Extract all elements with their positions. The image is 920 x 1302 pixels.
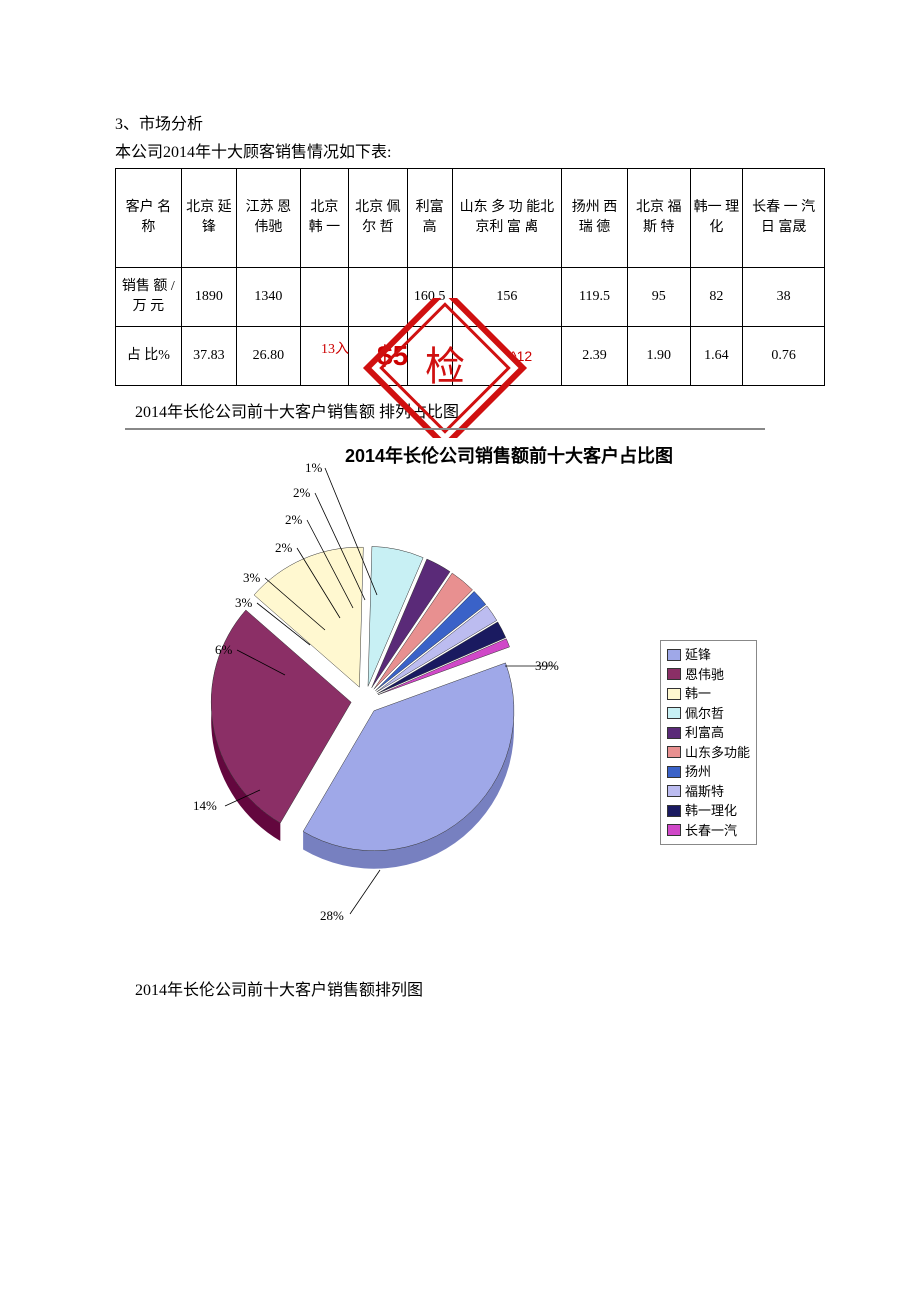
legend-swatch bbox=[667, 746, 681, 758]
legend-swatch bbox=[667, 688, 681, 700]
pie-label: 3% bbox=[235, 595, 252, 611]
legend-item: 山东多功能 bbox=[667, 743, 750, 763]
pie-chart bbox=[185, 510, 565, 935]
legend-item: 延锋 bbox=[667, 645, 750, 665]
cell-sales bbox=[300, 268, 348, 327]
intro-text: 本公司2014年十大顾客销售情况如下表: bbox=[115, 138, 820, 162]
cell-sales: 95 bbox=[627, 268, 690, 327]
table-wrapper: 客户 名 称 北京 延 锋江苏 恩 伟驰北京 韩 一北京 佩 尔 哲利富 高山东… bbox=[115, 168, 820, 386]
pie-chart-title: 2014年长伦公司销售额前十大客户占比图 bbox=[345, 442, 673, 468]
pie-label: 2% bbox=[293, 485, 310, 501]
legend-item: 韩一理化 bbox=[667, 801, 750, 821]
pie-chart-container: 2014年长伦公司销售额前十大客户占比图 39% 28% 14% 6% 3% 3% 2% 2%… bbox=[125, 428, 765, 950]
legend-item: 佩尔哲 bbox=[667, 704, 750, 724]
th-customer: 客户 名 称 bbox=[116, 169, 182, 268]
legend-label: 韩一理化 bbox=[685, 801, 737, 821]
pie-label: 3% bbox=[243, 570, 260, 586]
legend-swatch bbox=[667, 805, 681, 817]
pie-label: 14% bbox=[193, 798, 217, 814]
legend-label: 延锋 bbox=[685, 645, 711, 665]
pie-label: 2% bbox=[275, 540, 292, 556]
overlay-13: 13入 bbox=[321, 338, 349, 358]
cell-customer: 长春 一 汽 日 富晟 bbox=[743, 169, 825, 268]
cell-customer: 北京 延 锋 bbox=[181, 169, 236, 268]
legend-label: 长春一汽 bbox=[685, 821, 737, 841]
legend-swatch bbox=[667, 707, 681, 719]
legend-swatch bbox=[667, 668, 681, 680]
cell-percent: 37.83 bbox=[181, 327, 236, 386]
cell-customer: 江苏 恩 伟驰 bbox=[237, 169, 301, 268]
legend-label: 韩一 bbox=[685, 684, 711, 704]
legend-swatch bbox=[667, 785, 681, 797]
chart-legend: 延锋恩伟驰韩一佩尔哲利富高山东多功能扬州福斯特韩一理化长春一汽 bbox=[660, 640, 757, 845]
legend-item: 扬州 bbox=[667, 762, 750, 782]
chart-caption-2: 2014年长伦公司前十大客户销售额排列图 bbox=[135, 976, 820, 1000]
pie-label: 28% bbox=[320, 908, 344, 924]
cell-sales: 119.5 bbox=[562, 268, 628, 327]
cell-percent: 2.39 bbox=[562, 327, 628, 386]
th-percent: 占 比% bbox=[116, 327, 182, 386]
cell-customer: 利富 高 bbox=[407, 169, 452, 268]
cell-customer: 扬州 西 瑞 德 bbox=[562, 169, 628, 268]
legend-label: 扬州 bbox=[685, 762, 711, 782]
document-page: 3、市场分析 本公司2014年十大顾客销售情况如下表: 客户 名 称 北京 延 … bbox=[0, 0, 920, 1040]
legend-swatch bbox=[667, 727, 681, 739]
pie-label: 39% bbox=[535, 658, 559, 674]
pie-label: 2% bbox=[285, 512, 302, 528]
svg-text:检: 检 bbox=[425, 344, 465, 389]
cell-percent: 26.80 bbox=[237, 327, 301, 386]
legend-label: 福斯特 bbox=[685, 782, 724, 802]
cell-customer: 山东 多 功 能北 京利 富 禼 bbox=[452, 169, 562, 268]
red-stamp-icon: 检 bbox=[355, 298, 535, 438]
cell-sales: 1340 bbox=[237, 268, 301, 327]
legend-item: 韩一 bbox=[667, 684, 750, 704]
legend-swatch bbox=[667, 824, 681, 836]
pie-label: 1% bbox=[305, 460, 322, 476]
cell-percent: 1.90 bbox=[627, 327, 690, 386]
cell-percent: 0.76 bbox=[743, 327, 825, 386]
cell-customer: 北京 佩 尔 哲 bbox=[348, 169, 407, 268]
cell-customer: 北京 韩 一 bbox=[300, 169, 348, 268]
legend-label: 利富高 bbox=[685, 723, 724, 743]
legend-item: 长春一汽 bbox=[667, 821, 750, 841]
legend-label: 恩伟驰 bbox=[685, 665, 724, 685]
cell-sales: 1890 bbox=[181, 268, 236, 327]
legend-item: 福斯特 bbox=[667, 782, 750, 802]
legend-swatch bbox=[667, 649, 681, 661]
cell-customer: 北京 福 斯 特 bbox=[627, 169, 690, 268]
legend-swatch bbox=[667, 766, 681, 778]
cell-customer: 韩一 理 化 bbox=[690, 169, 742, 268]
legend-label: 山东多功能 bbox=[685, 743, 750, 763]
legend-item: 利富高 bbox=[667, 723, 750, 743]
cell-percent: 1.64 bbox=[690, 327, 742, 386]
legend-label: 佩尔哲 bbox=[685, 704, 724, 724]
legend-item: 恩伟驰 bbox=[667, 665, 750, 685]
section-heading: 3、市场分析 bbox=[115, 110, 820, 134]
th-sales: 销售 额 /万 元 bbox=[116, 268, 182, 327]
cell-sales: 38 bbox=[743, 268, 825, 327]
pie-label: 6% bbox=[215, 642, 232, 658]
cell-sales: 82 bbox=[690, 268, 742, 327]
